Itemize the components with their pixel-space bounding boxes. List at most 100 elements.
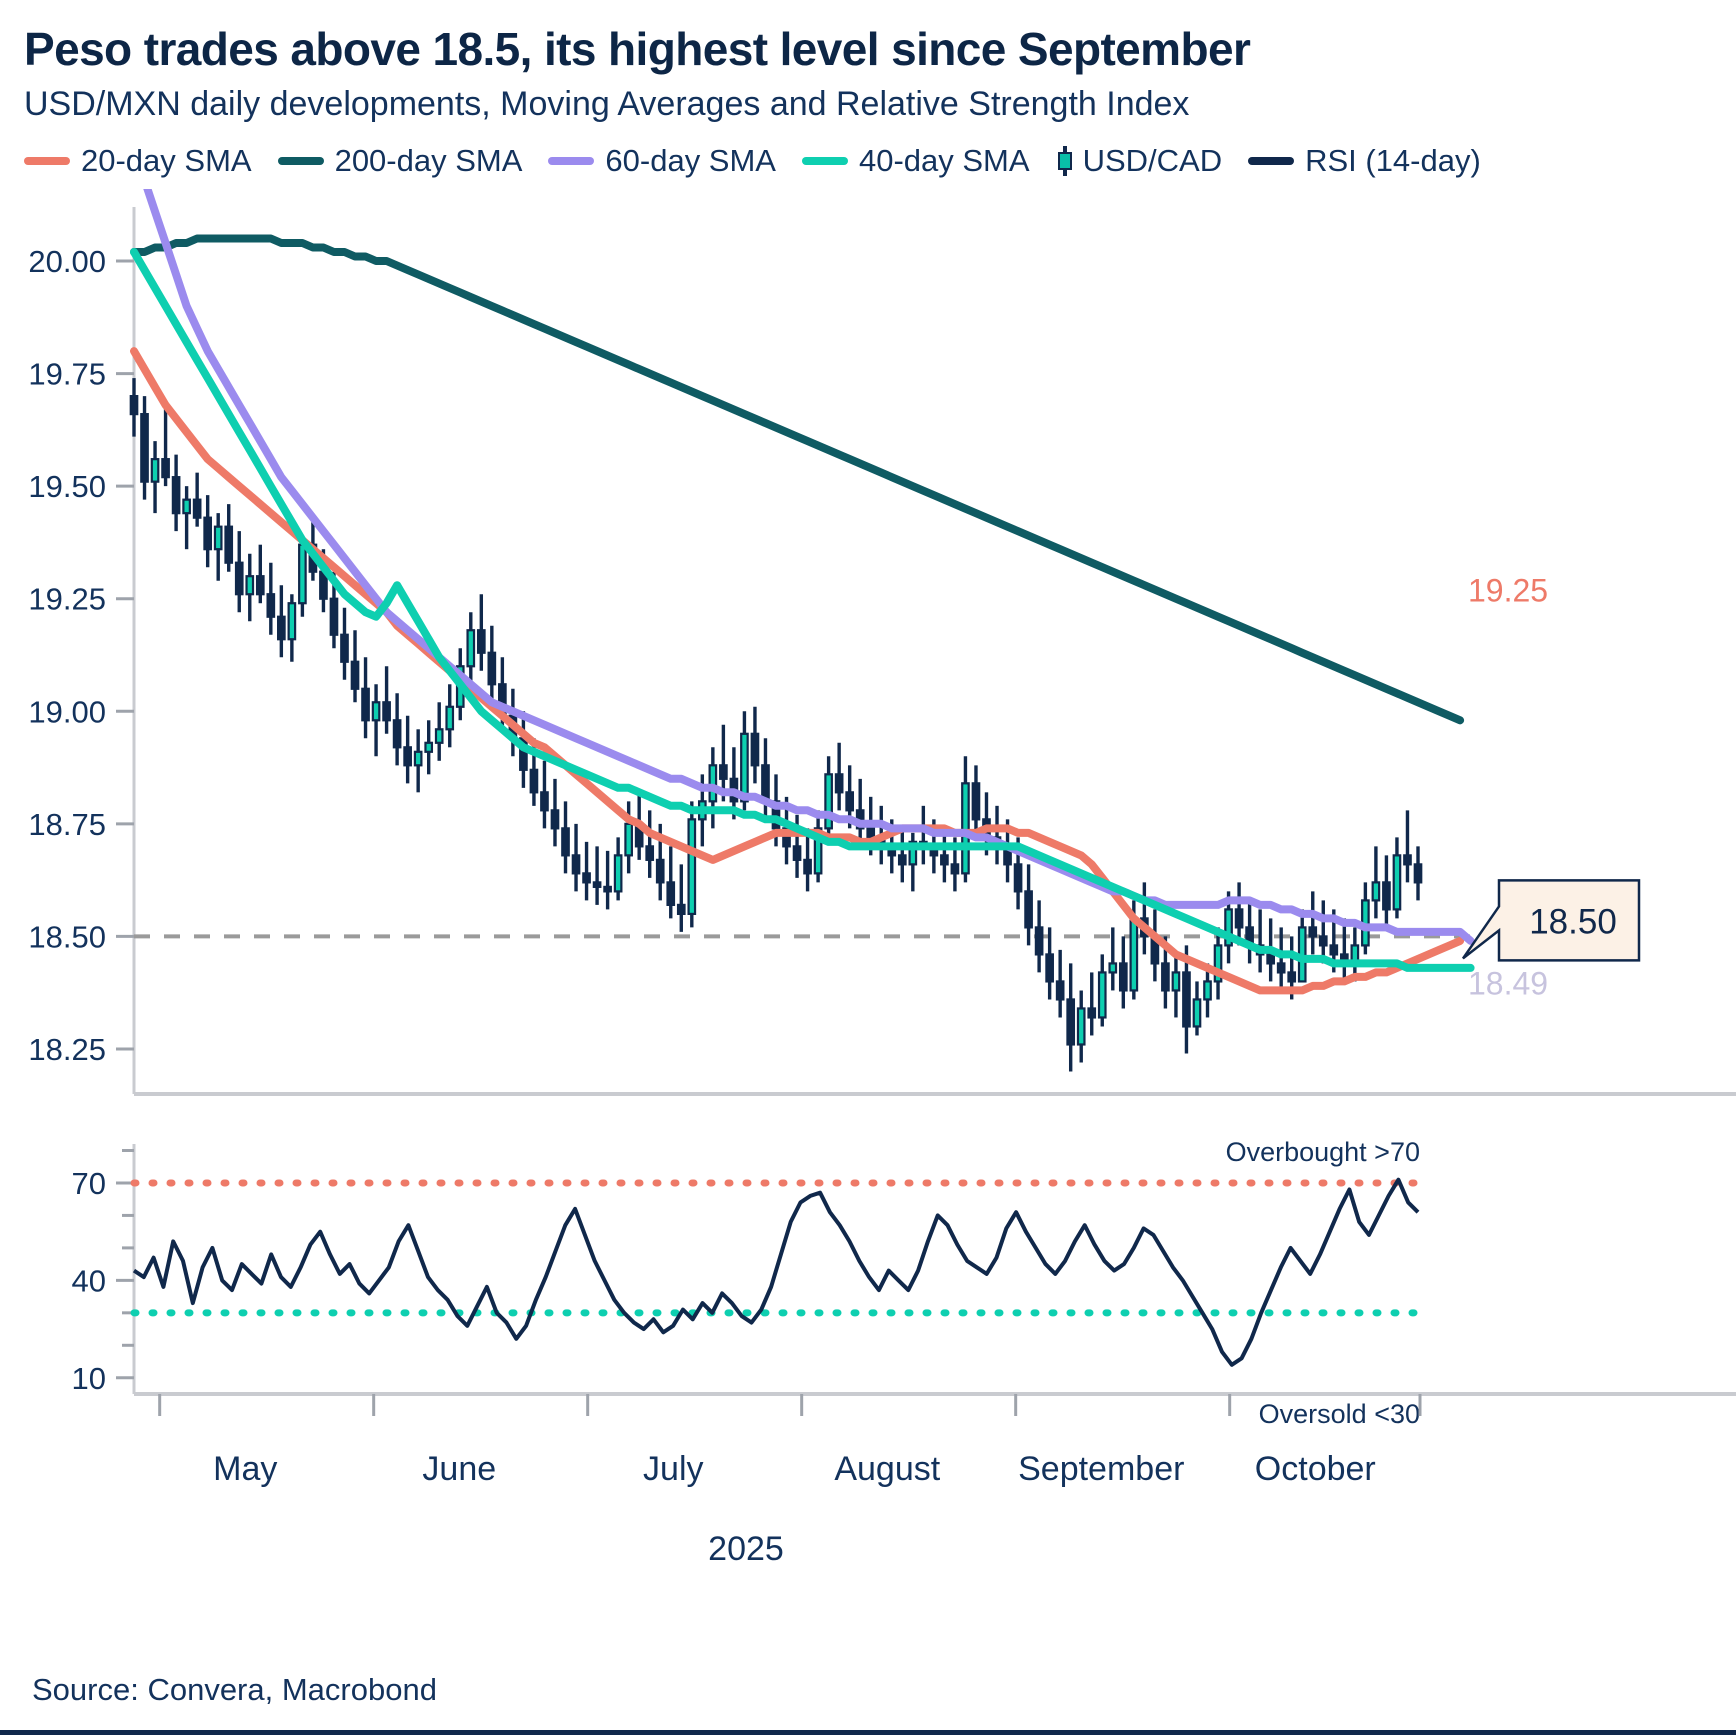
legend-item-label: 200-day SMA	[334, 142, 523, 178]
candle-body	[413, 750, 423, 766]
rsi-threshold-label-30: Oversold <30	[1259, 1398, 1420, 1428]
candle-body	[792, 844, 802, 861]
legend-item-40-day-sma[interactable]: 40-day SMA	[801, 143, 1030, 179]
candle-body	[1045, 952, 1054, 983]
x-axis-month-label: August	[834, 1450, 940, 1488]
legend-item-60-day-sma[interactable]: 60-day SMA	[548, 143, 776, 179]
candle-body	[1055, 979, 1065, 1001]
candle-body	[1276, 961, 1286, 974]
chart-header: Peso trades above 18.5, its highest leve…	[0, 0, 1736, 123]
candle-body	[1371, 880, 1381, 902]
candle-body	[750, 732, 760, 766]
candle-body	[550, 808, 560, 829]
candle-body	[403, 745, 412, 766]
candle-body	[1034, 925, 1044, 956]
candle-body	[1066, 997, 1076, 1046]
y-axis-tick-label: 20.00	[28, 244, 106, 279]
candle-body	[1382, 880, 1391, 911]
candle-body	[676, 903, 686, 915]
x-axis-year-label: 2025	[708, 1530, 784, 1568]
series-line-60-day-sma	[143, 188, 1475, 945]
rsi-threshold-label-70: Overbought >70	[1226, 1137, 1420, 1167]
candle-body	[666, 880, 676, 906]
series-line-200-day-sma	[130, 234, 1465, 724]
candle-body	[645, 844, 655, 861]
candle-body	[1392, 853, 1402, 911]
candle-body	[266, 592, 276, 618]
candle-body	[1308, 925, 1318, 938]
rsi-line	[132, 1177, 1420, 1367]
rsi-y-axis-tick-label: 40	[72, 1263, 106, 1298]
candle-body	[866, 826, 876, 839]
legend-item-label: RSI (14-day)	[1305, 142, 1481, 178]
rsi-y-axis-tick-label: 70	[72, 1166, 106, 1201]
candle-body	[782, 826, 791, 848]
candle-body	[897, 853, 907, 866]
legend-line-swatch	[277, 156, 324, 165]
candle-body	[1287, 970, 1297, 983]
candle-body	[298, 543, 307, 604]
legend-item-label: 60-day SMA	[605, 142, 776, 178]
candle-body	[540, 790, 549, 811]
candle-body	[392, 718, 402, 748]
candle-body	[434, 727, 444, 744]
candle-body	[161, 457, 170, 478]
price-callout-box	[1461, 878, 1641, 962]
candle-body	[1024, 889, 1033, 929]
candle-body	[1013, 862, 1023, 893]
x-axis-month-label: October	[1255, 1450, 1376, 1488]
candle-body	[740, 732, 749, 802]
candle-body	[613, 853, 623, 893]
candle-body	[813, 826, 823, 875]
candle-body	[708, 763, 718, 802]
chart-subtitle: USD/MXN daily developments, Moving Avera…	[24, 84, 1190, 123]
candle-body	[1087, 1006, 1097, 1019]
candle-body	[603, 885, 612, 893]
candle-body	[445, 705, 455, 730]
candle-body	[150, 457, 160, 483]
rsi-y-axis-tick-label: 10	[72, 1360, 106, 1395]
candle-body	[487, 651, 497, 685]
series-line-20-day-sma	[130, 346, 1465, 994]
legend-item-label: 20-day SMA	[81, 142, 252, 178]
legend-line-swatch	[548, 156, 595, 165]
y-axis-tick-label: 19.00	[28, 694, 106, 729]
candle-body	[582, 871, 591, 884]
candle-body	[824, 772, 833, 829]
candle-body	[224, 525, 234, 564]
candle-body	[1403, 853, 1412, 866]
candle-body	[213, 525, 223, 550]
page-title: Peso trades above 18.5, its highest leve…	[24, 23, 1251, 75]
candle-body	[1413, 862, 1423, 884]
legend-item-20-day-sma[interactable]: 20-day SMA	[24, 143, 252, 179]
candle-body	[908, 840, 918, 866]
legend-item-200-day-sma[interactable]: 200-day SMA	[277, 142, 523, 179]
chart-area: 20.00 19.75 19.50 19.25 19.00 18.75 18.50 18.25…	[0, 188, 1736, 1609]
candle-body	[329, 597, 339, 636]
candle-body	[287, 601, 297, 640]
candle-body	[1266, 952, 1275, 965]
candle-body	[1224, 907, 1233, 947]
candle-body	[140, 412, 149, 483]
candlestick-icon	[1056, 145, 1074, 176]
candle-body	[129, 394, 139, 415]
candle-body	[771, 799, 781, 829]
candle-body	[1192, 997, 1202, 1028]
candle-body	[1161, 961, 1170, 992]
legend-item-rsi-14-day[interactable]: RSI (14-day)	[1248, 143, 1481, 179]
candle-body	[1234, 907, 1244, 929]
candle-body	[466, 628, 476, 667]
candlestick-series	[129, 377, 1423, 1072]
candle-body	[761, 763, 770, 802]
legend-line-swatch	[801, 156, 848, 165]
x-axis-month-label: September	[1018, 1450, 1184, 1488]
legend-item-usd-cad[interactable]: USD/CAD	[1056, 143, 1222, 179]
chart-canvas: 20.00 19.75 19.50 19.25 19.00 18.75 18.50 18.25…	[28, 188, 1736, 1568]
candle-body	[245, 574, 255, 595]
candle-body	[834, 772, 844, 793]
candle-body	[950, 862, 960, 875]
candle-body	[1203, 979, 1212, 1001]
candle-body	[1213, 943, 1223, 983]
candle-body	[971, 781, 981, 820]
candle-body	[529, 768, 539, 793]
